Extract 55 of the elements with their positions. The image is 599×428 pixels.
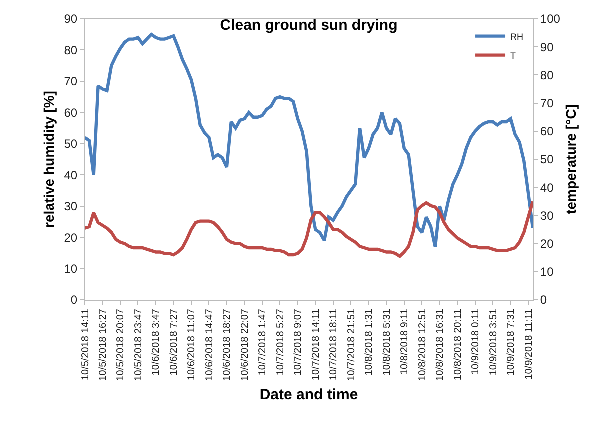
x-axis-title: Date and time bbox=[260, 386, 358, 404]
y2-tick-label: 20 bbox=[540, 237, 554, 251]
x-tick-label: 10/8/2018 5:31 bbox=[382, 308, 393, 376]
chart-title: Clean ground sun drying bbox=[220, 16, 398, 34]
x-tick-label: 10/9/2018 3:51 bbox=[488, 308, 500, 376]
y2-tick-label: 10 bbox=[540, 265, 554, 280]
y2-tick-label: 60 bbox=[540, 124, 554, 139]
x-tick-label: 10/8/2018 1:31 bbox=[364, 308, 376, 376]
y-tick-label: 20 bbox=[64, 230, 78, 245]
x-tick-label: 10/6/2018 3:47 bbox=[151, 308, 162, 376]
x-tick-label: 10/5/2018 23:47 bbox=[133, 308, 144, 382]
y-tick-label: 30 bbox=[64, 200, 78, 214]
y-tick-label: 40 bbox=[64, 168, 78, 182]
line-series bbox=[85, 200, 533, 258]
x-tick-label: 10/5/2018 14:11 bbox=[80, 308, 92, 381]
x-tick-label: 10/8/2018 16:31 bbox=[435, 308, 446, 382]
y-tick-label: 10 bbox=[64, 262, 78, 276]
x-tick-label: 10/6/2018 22:07 bbox=[240, 308, 251, 382]
y2-tick-label: 30 bbox=[540, 208, 554, 223]
y-tick-label: 0 bbox=[70, 293, 78, 308]
x-tick-label: 10/9/2018 7:31 bbox=[506, 308, 518, 376]
x-tick-label: 10/7/2018 14:11 bbox=[310, 308, 322, 381]
y-tick-label: 60 bbox=[64, 106, 78, 120]
y2-tick-label: 100 bbox=[540, 12, 561, 26]
y2-tick-label: 40 bbox=[540, 180, 554, 195]
x-tick-label: 10/6/2018 14:47 bbox=[204, 308, 216, 382]
y2-tick-label: 90 bbox=[540, 40, 554, 54]
y-tick-label: 70 bbox=[64, 74, 78, 89]
y-tick-label: 50 bbox=[64, 137, 78, 152]
y2-tick-label: 0 bbox=[540, 293, 548, 308]
x-tick-label: 10/9/2018 0:11 bbox=[470, 308, 482, 375]
y2-tick-label: 50 bbox=[540, 152, 554, 167]
y2-tick-label: 80 bbox=[540, 68, 554, 82]
y2-axis-title: temperature [°C] bbox=[563, 104, 580, 214]
y2-tick-label: 70 bbox=[540, 96, 554, 110]
x-tick-label: 10/5/2018 16:27 bbox=[98, 308, 109, 382]
x-tick-label: 10/7/2018 5:27 bbox=[275, 308, 286, 376]
x-tick-label: 10/6/2018 11:07 bbox=[186, 308, 198, 381]
x-tick-label: 10/7/2018 1:47 bbox=[258, 308, 269, 376]
x-tick-label: 10/7/2018 9:07 bbox=[293, 308, 304, 376]
x-tick-label: 10/9/2018 11:11 bbox=[524, 308, 535, 380]
x-tick-label: 10/8/2018 9:11 bbox=[400, 308, 411, 375]
legend-label: RH bbox=[510, 32, 524, 42]
x-tick-label: 10/5/2018 20:07 bbox=[116, 308, 127, 382]
y-tick-label: 90 bbox=[64, 12, 78, 26]
legend-label: T bbox=[510, 50, 517, 61]
x-tick-label: 10/8/2018 20:11 bbox=[452, 308, 464, 381]
x-tick-label: 10/6/2018 18:27 bbox=[222, 308, 234, 382]
y-axis-title: relative humidity [%] bbox=[40, 91, 57, 228]
x-tick-label: 10/7/2018 18:11 bbox=[328, 308, 340, 381]
line-series bbox=[85, 33, 533, 249]
x-tick-label: 10/8/2018 12:51 bbox=[417, 308, 428, 382]
x-tick-label: 10/6/2018 7:27 bbox=[168, 308, 180, 376]
x-tick-label: 10/7/2018 21:51 bbox=[346, 308, 358, 382]
y-tick-label: 80 bbox=[64, 43, 78, 58]
